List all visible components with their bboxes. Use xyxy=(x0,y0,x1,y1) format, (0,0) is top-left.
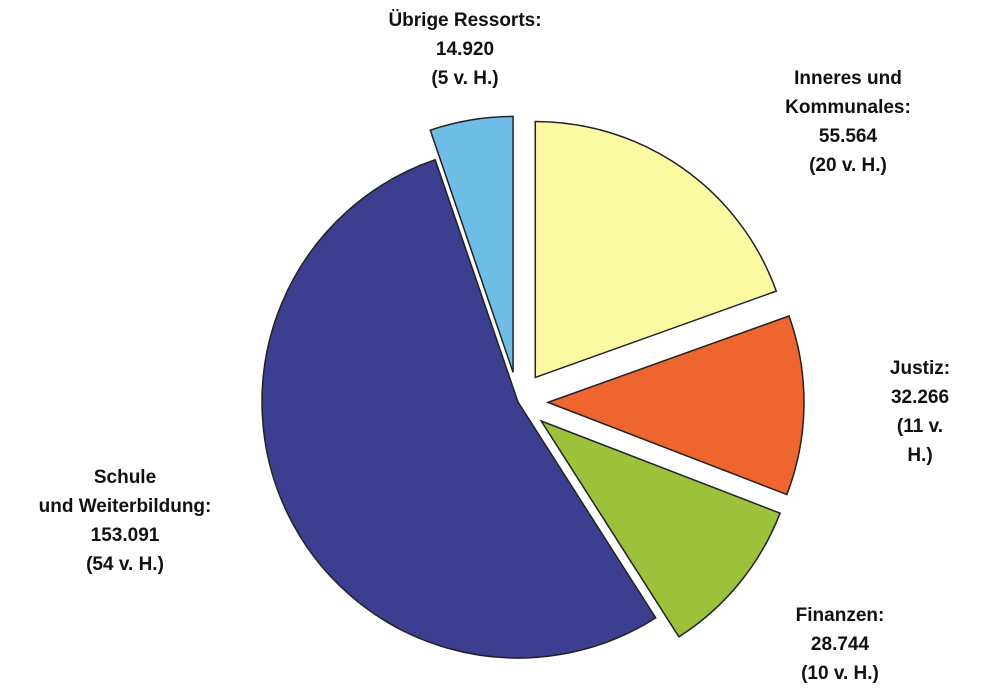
value-label: 153.091 xyxy=(90,525,160,546)
category-label: Schule und Weiterbildung: xyxy=(38,467,212,517)
slice-label: Inneres und Kommunales: 55.564 (20 v. H.) xyxy=(785,64,911,180)
share-label: (11 v. H.) xyxy=(896,416,944,466)
pie-slice xyxy=(429,115,514,373)
pie-slice xyxy=(539,419,782,638)
pie-slice xyxy=(534,120,778,379)
slice-label: Übrige Ressorts: 14.920 (5 v. H.) xyxy=(388,6,541,93)
value-label: 28.744 xyxy=(810,634,870,655)
category-label: Justiz: xyxy=(889,358,951,379)
pie-slice xyxy=(261,158,657,659)
value-label: 55.564 xyxy=(818,126,878,147)
category-label: Übrige Ressorts: xyxy=(388,10,542,31)
share-label: (5 v. H.) xyxy=(431,68,499,89)
share-label: (20 v. H.) xyxy=(809,155,887,176)
slice-label: Finanzen: 28.744 (10 v. H.) xyxy=(796,601,885,688)
share-label: (10 v. H.) xyxy=(801,663,879,684)
category-label: Finanzen: xyxy=(795,605,885,626)
category-label: Inneres und Kommunales: xyxy=(785,68,911,118)
slice-label: Schule und Weiterbildung: 153.091 (54 v. H… xyxy=(39,463,212,579)
slice-label: Justiz: 32.266 (11 v. H.) xyxy=(889,354,951,470)
value-label: 32.266 xyxy=(890,387,950,408)
pie-slice xyxy=(545,315,805,496)
value-label: 14.920 xyxy=(435,39,495,60)
share-label: (54 v. H.) xyxy=(86,554,164,575)
